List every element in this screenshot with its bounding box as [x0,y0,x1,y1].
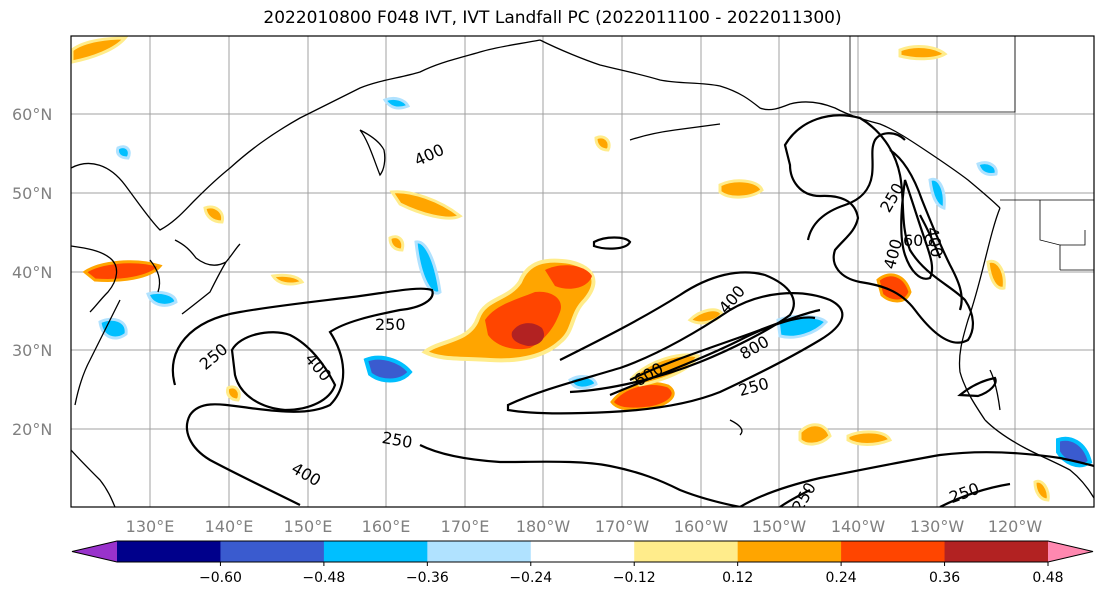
pc-negative-region [98,317,128,340]
pc-positive-region [71,36,129,64]
colorbar-tick-label: −0.48 [302,570,345,586]
pc-positive-region [270,273,305,286]
colorbar: −0.60 −0.48 −0.36 −0.24 −0.12 0.12 0.24 0.36 0.4… [71,540,1094,586]
contour-label: 400 [923,225,947,258]
colorbar-segment [427,541,532,562]
lon-label: 150°W [752,517,807,536]
colorbar-extend-high [1048,541,1093,562]
lon-label: 140°W [831,517,886,536]
pc-positive-region [388,235,405,252]
pc-positive-region [203,205,225,224]
colorbar-segment [634,541,739,562]
colorbar-tick-label: −0.12 [613,570,656,586]
colorbar-segment [323,541,428,562]
contour-label: 250 [375,315,406,334]
gridlines [71,36,1094,507]
pc-positive-region [610,382,675,411]
pc-positive-region [594,135,611,152]
lat-label: 40°N [12,263,52,282]
pc-negative-region [363,355,413,383]
pc-positive-region [629,353,701,387]
pc-positive-region [82,260,163,282]
borders [849,36,1094,271]
contour-label: 400 [288,459,324,491]
colorbar-segment [944,541,1049,562]
pc-negative-region [928,177,946,210]
lat-labels: 60°N 50°N 40°N 30°N 20°N [12,105,52,439]
map-title: 2022010800 F048 IVT, IVT Landfall PC (20… [263,8,842,28]
pc-negative-region [568,375,598,390]
colorbar-segment [841,541,946,562]
colorbar-tick-label: 0.36 [929,570,960,586]
contour-label: 400 [411,140,447,170]
pc-negative-region [116,145,131,160]
pc-positive-region [846,430,893,446]
pc-shading [71,36,1093,502]
colorbar-segment [737,541,842,562]
plot-frame [70,35,1095,508]
ivt-contours [171,114,1094,507]
pc-negative-region [414,240,442,295]
contour-label: 400 [880,237,906,271]
colorbar-extend-low [72,541,117,562]
pc-negative-region [146,290,178,307]
pc-positive-region [226,385,241,402]
pc-positive-region [511,323,545,346]
colorbar-tick-label: 0.12 [722,570,753,586]
colorbar-outline [71,540,1094,563]
colorbar-tick-label: 0.24 [826,570,857,586]
colorbar-segment [530,541,635,562]
lon-label: 120°W [988,517,1043,536]
lat-label: 30°N [12,341,52,360]
lon-label: 170°W [595,517,650,536]
lon-label: 160°E [362,517,411,536]
lon-label: 130°E [126,517,175,536]
pc-positive-region [898,45,948,61]
pc-positive-region [986,259,1006,290]
lat-label: 50°N [12,184,52,203]
contour-label: 250 [947,479,982,507]
lon-labels: 130°E 140°E 150°E 160°E 170°E 180°W 170°… [126,517,1043,536]
coastlines [71,39,1094,507]
colorbar-tick-label: −0.36 [406,570,449,586]
contour-label: 250 [196,339,232,373]
lon-label: 150°E [284,517,333,536]
pc-positive-region [1033,479,1050,502]
pc-positive-region [545,265,592,289]
pc-positive-region [389,190,463,220]
pc-positive-region [876,273,912,303]
pc-negative-region [382,96,411,110]
lon-label: 130°W [910,517,965,536]
colorbar-tick-label: −0.60 [199,570,242,586]
pc-positive-region [687,308,724,325]
lon-label: 180°W [516,517,571,536]
contour-label: 600 [903,231,934,250]
contour-label: 250 [737,374,771,400]
colorbar-segment [220,541,325,562]
lon-label: 140°E [205,517,254,536]
lon-label: 160°W [674,517,729,536]
lat-label: 60°N [12,105,52,124]
contour-label: 400 [301,349,335,385]
colorbar-segment [117,541,221,562]
lat-label: 20°N [12,420,52,439]
pc-positive-region [798,423,832,446]
lon-label: 170°E [441,517,490,536]
pc-positive-region [718,179,764,199]
colorbar-tick-label: 0.48 [1032,570,1063,586]
contour-labels: 400 250 250 250 400 400 600 800 250 600 … [196,140,982,507]
pc-negative-region [976,161,998,176]
colorbar-tick-label: −0.24 [509,570,552,586]
